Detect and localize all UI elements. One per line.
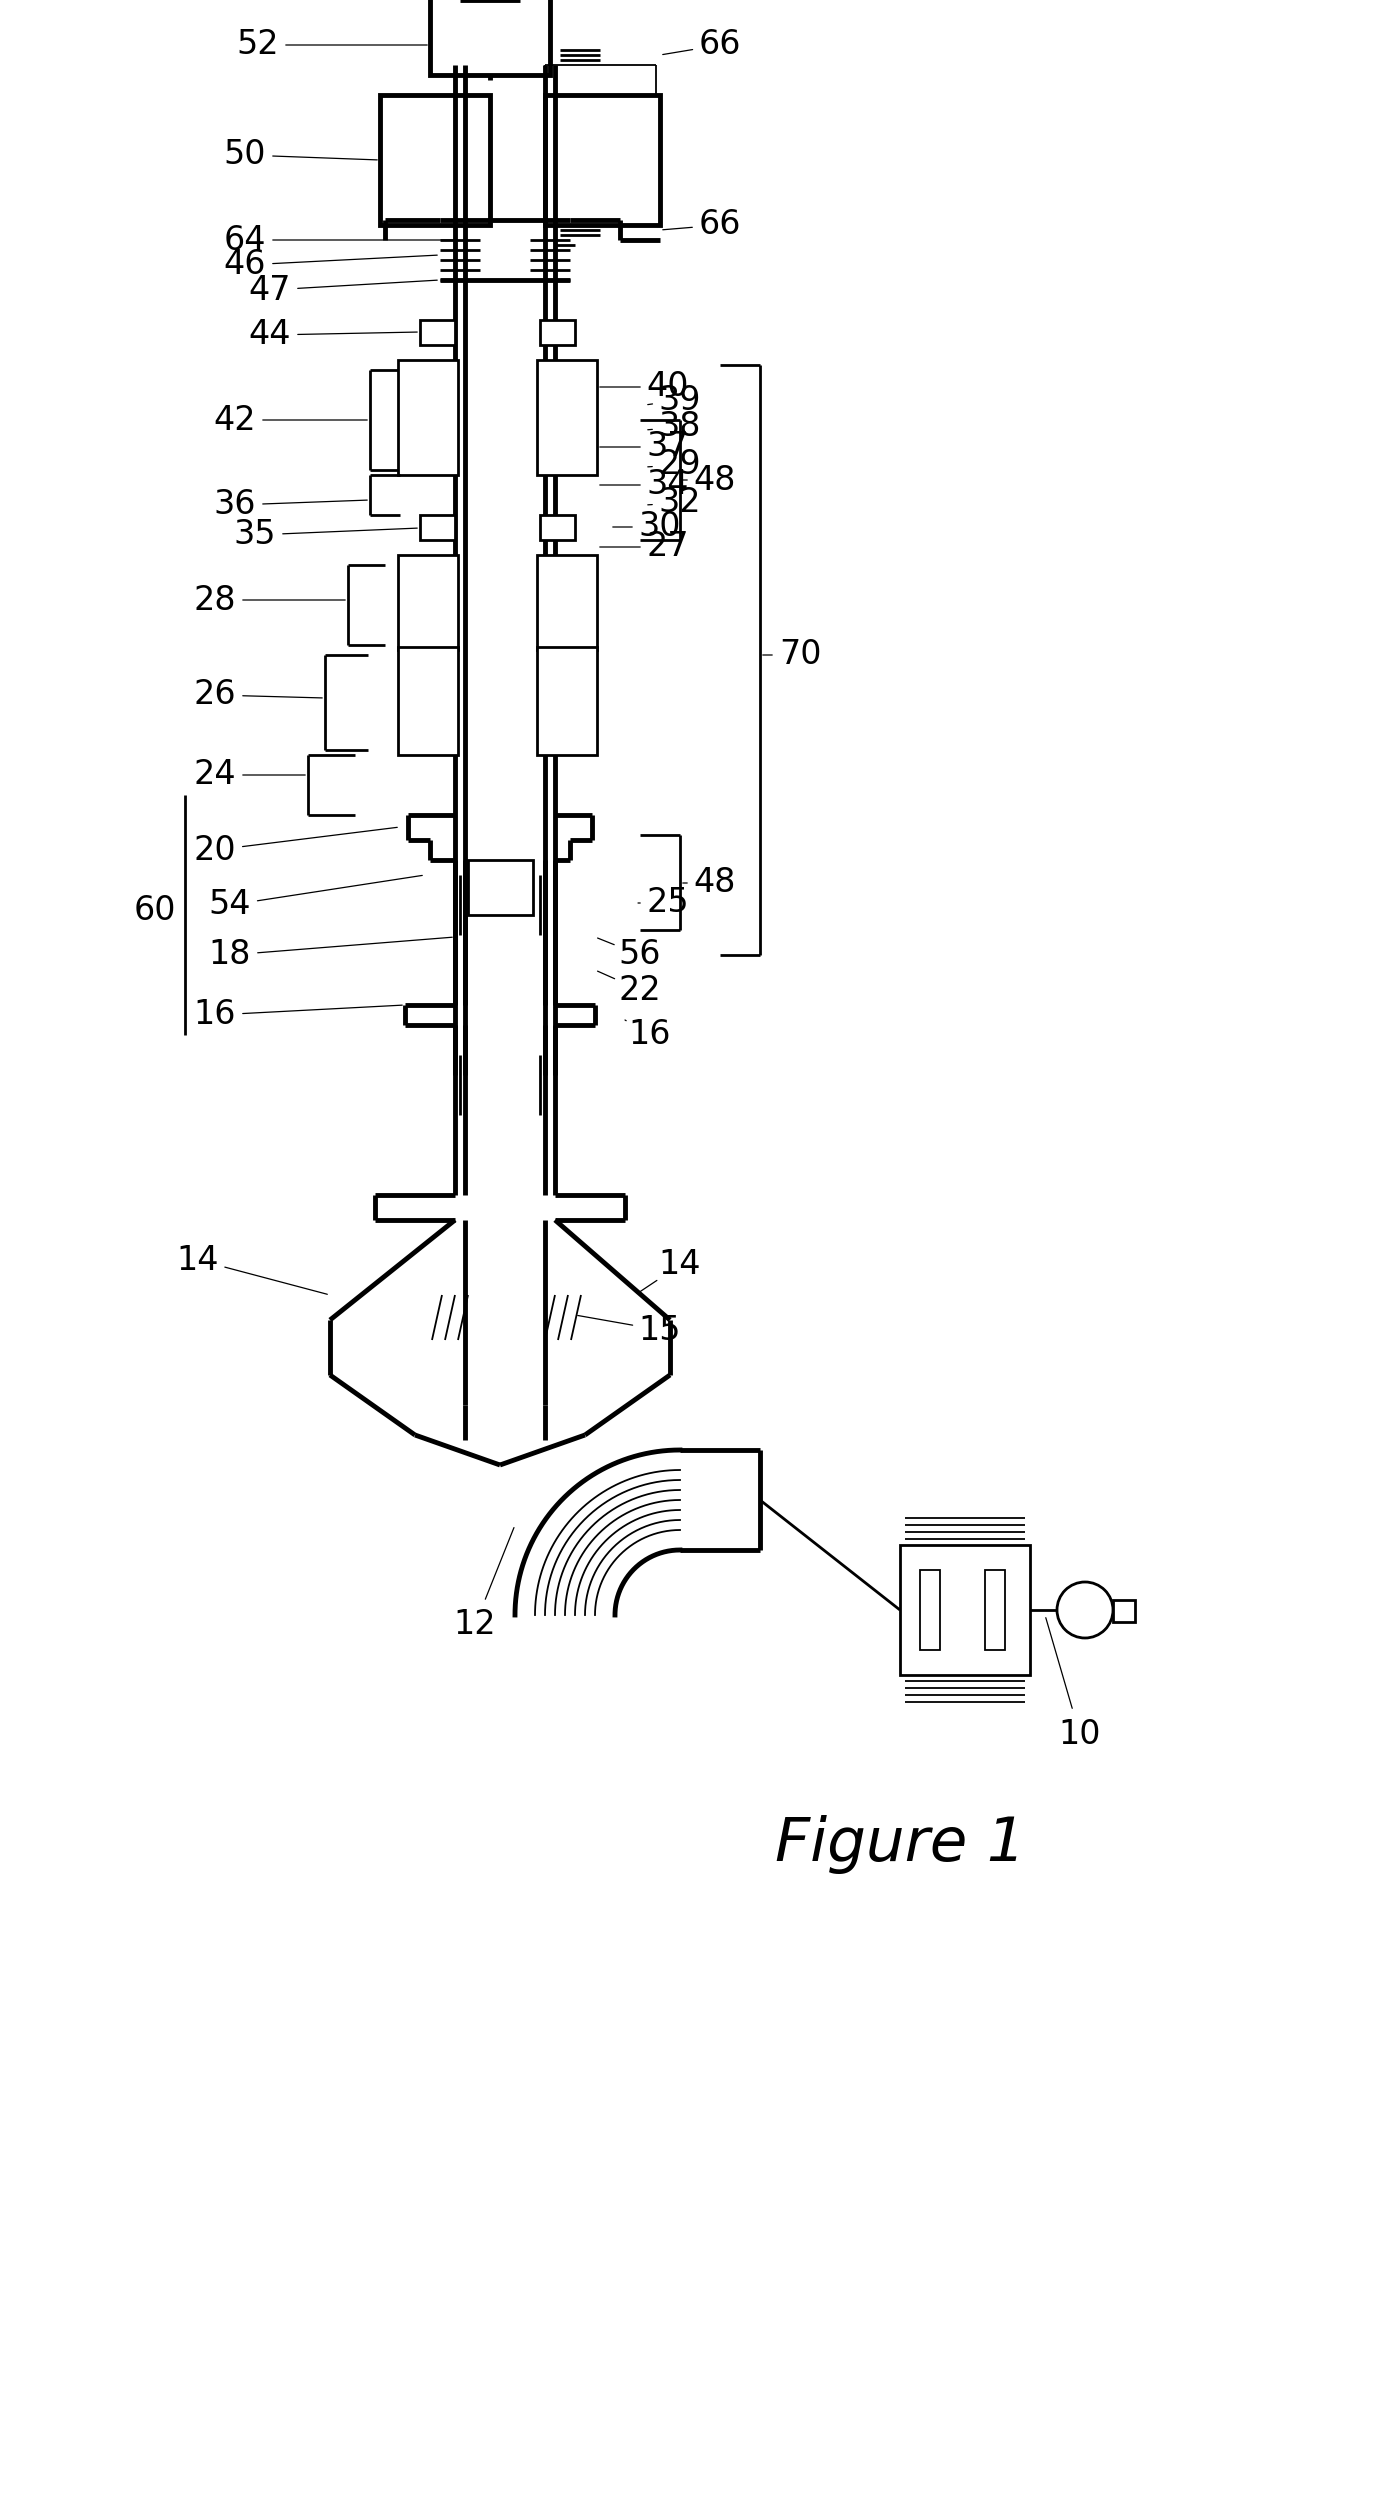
Bar	[542, 611, 592, 624]
Bar	[380, 95, 491, 225]
Bar	[403, 579, 453, 591]
Bar	[420, 514, 455, 539]
Text: 16: 16	[629, 1018, 671, 1050]
Bar	[398, 554, 457, 651]
Text: 40: 40	[647, 369, 689, 404]
Bar	[403, 696, 453, 706]
Bar	[542, 399, 592, 409]
Bar	[420, 319, 455, 344]
Text: 42: 42	[213, 404, 256, 437]
Bar	[542, 384, 592, 394]
Bar	[398, 646, 457, 756]
Text: 48: 48	[694, 866, 736, 901]
Bar	[403, 369, 453, 379]
Text: 38: 38	[658, 412, 701, 444]
Bar	[541, 514, 575, 539]
Bar	[403, 427, 453, 437]
Bar	[403, 439, 453, 449]
Bar	[403, 709, 453, 719]
Bar	[542, 427, 592, 437]
Text: 39: 39	[658, 384, 701, 417]
Text: Figure 1: Figure 1	[775, 1816, 1026, 1874]
Bar	[536, 554, 597, 651]
Bar	[403, 564, 453, 574]
Bar	[985, 1569, 1005, 1649]
Bar	[545, 95, 660, 225]
Text: 30: 30	[639, 511, 682, 544]
Bar	[398, 359, 457, 474]
Text: 36: 36	[213, 489, 256, 521]
Bar	[900, 1544, 1030, 1674]
Text: 48: 48	[694, 464, 736, 497]
Text: 16: 16	[194, 998, 236, 1030]
Bar	[403, 596, 453, 606]
Text: 25: 25	[647, 886, 689, 921]
Text: 47: 47	[248, 274, 291, 307]
Text: 60: 60	[134, 893, 176, 926]
Bar	[468, 861, 534, 916]
Text: 35: 35	[234, 519, 276, 551]
Text: 44: 44	[248, 319, 291, 352]
Bar	[403, 611, 453, 624]
Text: 50: 50	[223, 140, 266, 172]
Bar	[542, 412, 592, 422]
Text: 34: 34	[647, 469, 689, 501]
Text: 26: 26	[194, 679, 236, 711]
Text: 32: 32	[658, 487, 701, 519]
Text: 54: 54	[209, 888, 251, 921]
Bar	[430, 0, 550, 75]
Text: 29: 29	[658, 449, 701, 482]
Text: 18: 18	[209, 938, 251, 971]
Bar	[542, 666, 592, 676]
Bar	[542, 596, 592, 606]
Text: 14: 14	[658, 1248, 701, 1282]
Bar	[542, 681, 592, 691]
Text: 56: 56	[618, 938, 661, 971]
Bar	[542, 696, 592, 706]
Text: 64: 64	[223, 225, 266, 257]
Text: 66: 66	[699, 27, 742, 62]
Text: 20: 20	[194, 833, 236, 866]
Bar	[920, 1569, 940, 1649]
Bar	[542, 439, 592, 449]
Text: 27: 27	[647, 531, 689, 564]
Text: 24: 24	[194, 758, 236, 791]
Text: 15: 15	[639, 1312, 682, 1347]
Text: 52: 52	[237, 27, 280, 62]
Bar	[403, 454, 453, 464]
Bar	[541, 319, 575, 344]
Bar	[403, 412, 453, 422]
Bar	[542, 369, 592, 379]
Bar	[403, 399, 453, 409]
Text: 37: 37	[647, 432, 689, 464]
Bar	[542, 579, 592, 591]
Text: 46: 46	[223, 250, 266, 282]
Text: 28: 28	[194, 584, 236, 616]
Bar	[1113, 1599, 1135, 1622]
Bar	[542, 454, 592, 464]
Text: 22: 22	[618, 973, 661, 1005]
Bar	[536, 646, 597, 756]
Bar	[403, 666, 453, 676]
Text: 14: 14	[177, 1243, 219, 1277]
Bar	[536, 359, 597, 474]
Bar	[403, 654, 453, 664]
Text: 10: 10	[1059, 1719, 1102, 1751]
Bar	[403, 384, 453, 394]
Text: 66: 66	[699, 210, 742, 242]
Bar	[542, 709, 592, 719]
Bar	[542, 564, 592, 574]
Text: 70: 70	[779, 639, 822, 671]
Text: 12: 12	[453, 1609, 496, 1642]
Bar	[542, 654, 592, 664]
Bar	[403, 681, 453, 691]
